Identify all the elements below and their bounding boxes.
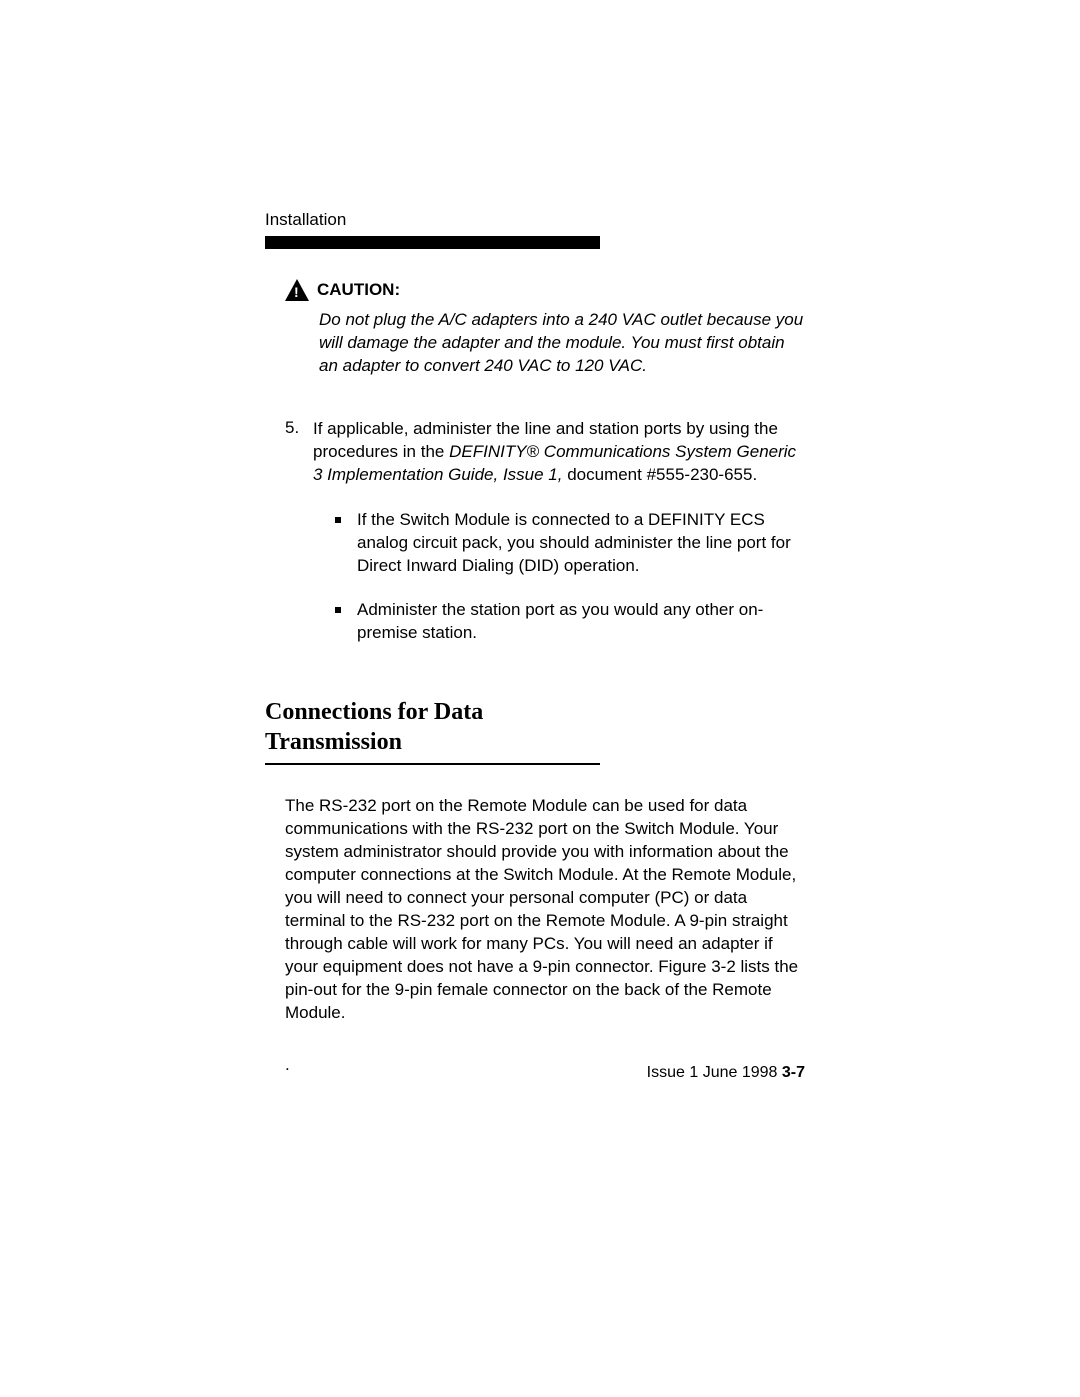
footer-issue: Issue 1 June 1998 — [647, 1064, 782, 1081]
step-number: 5. — [285, 418, 313, 668]
step-5: 5. If applicable, administer the line an… — [285, 418, 805, 668]
section-body: The RS-232 port on the Remote Module can… — [285, 795, 805, 1024]
footer: Issue 1 June 1998 3-7 — [647, 1064, 805, 1082]
caution-heading-row: CAUTION: — [285, 279, 805, 301]
caution-block: CAUTION: Do not plug the A/C adapters in… — [285, 279, 805, 378]
caution-icon — [285, 279, 309, 301]
heading-line-1: Connections for Data — [265, 699, 483, 725]
section-rule — [265, 763, 600, 765]
caution-text: Do not plug the A/C adapters into a 240 … — [319, 309, 805, 378]
footer-page-number: 3-7 — [782, 1064, 805, 1081]
sub-item: If the Switch Module is connected to a D… — [335, 509, 805, 578]
step-text-after: document #555-230-655. — [562, 465, 757, 484]
step-body: If applicable, administer the line and s… — [313, 418, 805, 668]
page-content: Installation CAUTION: Do not plug the A/… — [265, 210, 805, 1075]
sub-item: Administer the station port as you would… — [335, 599, 805, 645]
header-bar — [265, 236, 600, 249]
heading-line-2: Transmission — [265, 729, 402, 755]
sub-text: Administer the station port as you would… — [357, 599, 805, 645]
bullet-icon — [335, 517, 341, 523]
header-label: Installation — [265, 210, 805, 230]
sub-list: If the Switch Module is connected to a D… — [313, 509, 805, 646]
sub-text: If the Switch Module is connected to a D… — [357, 509, 805, 578]
caution-label: CAUTION: — [317, 280, 400, 300]
section-heading: Connections for Data Transmission — [265, 697, 805, 757]
bullet-icon — [335, 607, 341, 613]
